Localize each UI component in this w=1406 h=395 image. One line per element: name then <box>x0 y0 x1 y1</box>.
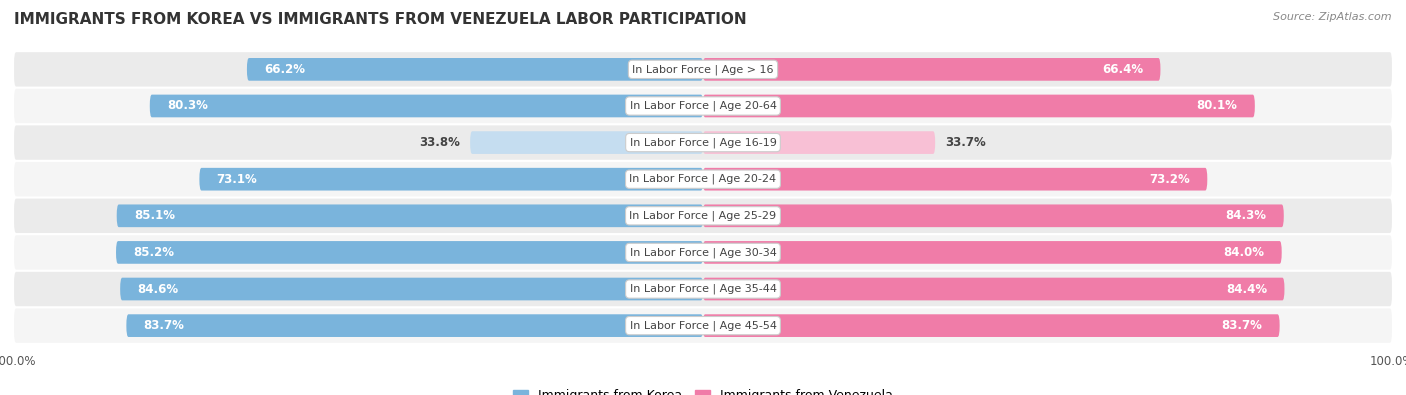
FancyBboxPatch shape <box>117 241 703 264</box>
Text: In Labor Force | Age 35-44: In Labor Force | Age 35-44 <box>630 284 776 294</box>
FancyBboxPatch shape <box>247 58 703 81</box>
Text: 83.7%: 83.7% <box>1222 319 1263 332</box>
FancyBboxPatch shape <box>14 162 1392 196</box>
Text: In Labor Force | Age 20-64: In Labor Force | Age 20-64 <box>630 101 776 111</box>
Text: Source: ZipAtlas.com: Source: ZipAtlas.com <box>1274 12 1392 22</box>
Text: In Labor Force | Age 25-29: In Labor Force | Age 25-29 <box>630 211 776 221</box>
Text: In Labor Force | Age 30-34: In Labor Force | Age 30-34 <box>630 247 776 258</box>
FancyBboxPatch shape <box>14 235 1392 270</box>
Text: 84.0%: 84.0% <box>1223 246 1264 259</box>
Text: 73.2%: 73.2% <box>1149 173 1189 186</box>
Legend: Immigrants from Korea, Immigrants from Venezuela: Immigrants from Korea, Immigrants from V… <box>508 384 898 395</box>
Text: 66.2%: 66.2% <box>264 63 305 76</box>
Text: 84.3%: 84.3% <box>1226 209 1267 222</box>
FancyBboxPatch shape <box>470 131 703 154</box>
FancyBboxPatch shape <box>703 314 1279 337</box>
Text: In Labor Force | Age 16-19: In Labor Force | Age 16-19 <box>630 137 776 148</box>
FancyBboxPatch shape <box>14 199 1392 233</box>
FancyBboxPatch shape <box>117 205 703 227</box>
FancyBboxPatch shape <box>127 314 703 337</box>
Text: 80.3%: 80.3% <box>167 100 208 113</box>
FancyBboxPatch shape <box>703 168 1208 190</box>
FancyBboxPatch shape <box>14 52 1392 87</box>
FancyBboxPatch shape <box>120 278 703 300</box>
FancyBboxPatch shape <box>703 278 1285 300</box>
FancyBboxPatch shape <box>14 308 1392 343</box>
Text: 84.4%: 84.4% <box>1226 282 1267 295</box>
Text: 80.1%: 80.1% <box>1197 100 1237 113</box>
FancyBboxPatch shape <box>150 95 703 117</box>
FancyBboxPatch shape <box>14 125 1392 160</box>
Text: In Labor Force | Age > 16: In Labor Force | Age > 16 <box>633 64 773 75</box>
FancyBboxPatch shape <box>703 241 1282 264</box>
FancyBboxPatch shape <box>703 131 935 154</box>
Text: 84.6%: 84.6% <box>138 282 179 295</box>
FancyBboxPatch shape <box>14 272 1392 306</box>
Text: 83.7%: 83.7% <box>143 319 184 332</box>
Text: 85.1%: 85.1% <box>134 209 174 222</box>
Text: 85.2%: 85.2% <box>134 246 174 259</box>
FancyBboxPatch shape <box>14 89 1392 123</box>
Text: 66.4%: 66.4% <box>1102 63 1143 76</box>
FancyBboxPatch shape <box>200 168 703 190</box>
Text: In Labor Force | Age 20-24: In Labor Force | Age 20-24 <box>630 174 776 184</box>
Text: IMMIGRANTS FROM KOREA VS IMMIGRANTS FROM VENEZUELA LABOR PARTICIPATION: IMMIGRANTS FROM KOREA VS IMMIGRANTS FROM… <box>14 12 747 27</box>
FancyBboxPatch shape <box>703 205 1284 227</box>
FancyBboxPatch shape <box>703 95 1254 117</box>
Text: 33.8%: 33.8% <box>419 136 460 149</box>
Text: In Labor Force | Age 45-54: In Labor Force | Age 45-54 <box>630 320 776 331</box>
Text: 73.1%: 73.1% <box>217 173 257 186</box>
FancyBboxPatch shape <box>703 58 1160 81</box>
Text: 33.7%: 33.7% <box>945 136 986 149</box>
